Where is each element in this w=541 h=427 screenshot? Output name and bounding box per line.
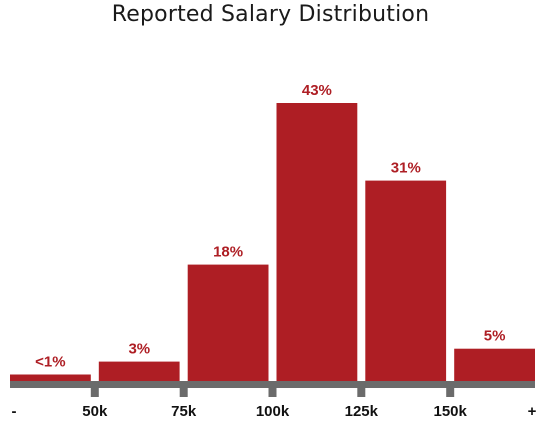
bar-4 (365, 180, 447, 381)
x-tick-mark-4 (357, 381, 366, 397)
x-tick-mark-3 (268, 381, 277, 397)
x-tick-label-4: 125k (345, 403, 379, 420)
bar-1 (98, 361, 180, 381)
data-label-5: 5% (484, 328, 506, 345)
data-label-2: 18% (213, 244, 243, 261)
data-labels-layer: <1% 3% 18% 43% 31% 5% (35, 82, 505, 371)
x-tick-labels: - 50k 75k 100k 125k 150k + (12, 403, 537, 420)
data-label-3: 43% (302, 82, 332, 99)
bar-3 (276, 103, 358, 381)
bar-0 (10, 374, 91, 381)
x-tick-mark-1 (90, 381, 99, 397)
x-tick-label-0: - (12, 403, 17, 420)
chart-title: Reported Salary Distribution (111, 2, 430, 27)
x-tick-mark-2 (179, 381, 188, 397)
x-tick-label-1: 50k (82, 403, 108, 420)
data-label-4: 31% (391, 160, 421, 177)
data-label-1: 3% (128, 341, 150, 358)
x-tick-label-2: 75k (171, 403, 197, 420)
data-label-0: <1% (35, 354, 65, 371)
x-tick-mark-5 (446, 381, 455, 397)
x-tick-label-3: 100k (256, 403, 290, 420)
bar-2 (187, 264, 269, 381)
x-tick-label-6: + (528, 403, 537, 420)
x-axis (10, 381, 535, 397)
bars-layer (10, 103, 535, 381)
x-tick-label-5: 150k (434, 403, 468, 420)
bar-5 (454, 348, 535, 381)
